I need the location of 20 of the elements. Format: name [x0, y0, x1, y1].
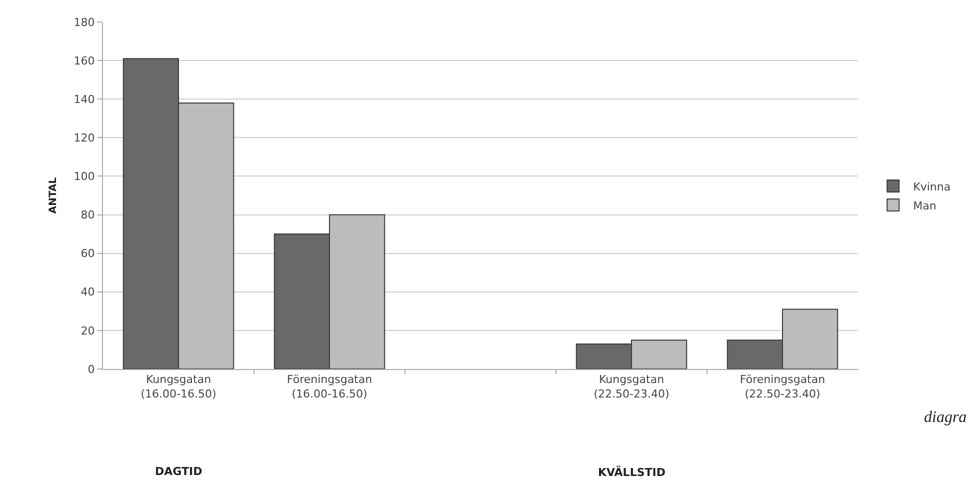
legend-label: Man: [913, 199, 936, 212]
y-tick-label: 160: [74, 54, 95, 68]
text: diagra: [924, 409, 967, 426]
x-tick-label: Kungsgatan (16.00-16.50): [140, 373, 216, 400]
y-tick-label: 40: [80, 286, 95, 299]
y-tick-label: 180: [74, 16, 95, 29]
y-tick-label: 140: [74, 92, 95, 106]
y-tick-label: 80: [80, 208, 95, 222]
legend-label: Kvinna: [913, 180, 951, 194]
text: DAGTID: [155, 465, 202, 478]
y-tick-label: 60: [80, 247, 95, 260]
y-tick-label: 0: [88, 362, 95, 376]
y-tick-label: 20: [80, 324, 95, 338]
text: KVÄLLSTID: [598, 465, 666, 479]
x-tick-label: Kungsgatan (22.50-23.40): [594, 373, 670, 400]
y-tick-label: 120: [74, 132, 95, 145]
y-axis-title: ANTAL: [48, 176, 59, 214]
x-tick-label: Föreningsgatan (22.50-23.40): [740, 373, 826, 400]
y-tick-label: 100: [74, 170, 95, 184]
x-tick-label: Föreningsgatan (16.00-16.50): [286, 373, 372, 400]
